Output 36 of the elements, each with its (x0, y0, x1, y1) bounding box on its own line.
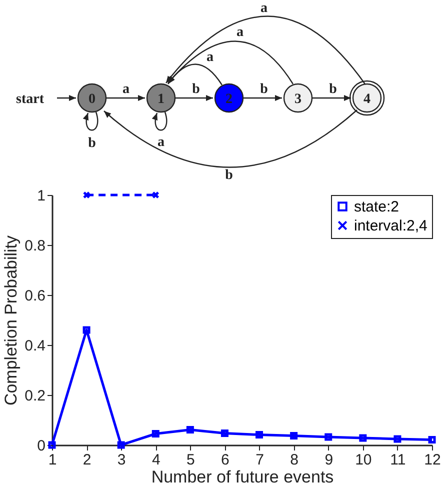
point (428, 436, 436, 444)
y-axis-title: Completion Probability (2, 234, 21, 406)
y-tick-label: 0 (37, 438, 46, 454)
point (290, 432, 298, 440)
point (152, 430, 160, 438)
x-tick-label: 7 (256, 452, 264, 468)
x-tick-label: 1 (48, 452, 57, 468)
y-tick-label: 1 (37, 188, 46, 204)
x-tick-label: 8 (290, 452, 298, 468)
x-tick-label: 9 (324, 452, 334, 468)
y-tick-label: 0.6 (24, 288, 46, 304)
point (359, 434, 367, 442)
x-tick-label: 10 (355, 452, 372, 468)
x-tick-label: 4 (152, 452, 160, 468)
point (186, 426, 194, 434)
point (256, 431, 264, 438)
legend-label: state:2 (354, 198, 400, 216)
point (394, 435, 402, 443)
x-tick-label: 2 (82, 452, 92, 468)
x-tick-label: 5 (186, 452, 195, 468)
state-diagram: start 0 1 2 3 4 a b b b b a a a a b (16, 1, 385, 183)
y-tick-label: 0.2 (24, 388, 46, 404)
point (220, 430, 228, 437)
x-tick-label: 6 (221, 452, 230, 468)
point (82, 191, 90, 199)
x-tick-label: 3 (117, 452, 126, 468)
point (117, 441, 125, 449)
point (82, 326, 90, 334)
y-tick-label: 0.8 (24, 238, 46, 254)
x-tick-label: 12 (424, 452, 441, 468)
legend-label: interval:2,4 (354, 218, 428, 234)
x-axis-title: Number of future events (151, 468, 334, 486)
point (324, 433, 332, 441)
point (152, 191, 160, 199)
y-tick-label: 0.4 (24, 338, 46, 354)
x-tick-label: 11 (390, 452, 406, 468)
